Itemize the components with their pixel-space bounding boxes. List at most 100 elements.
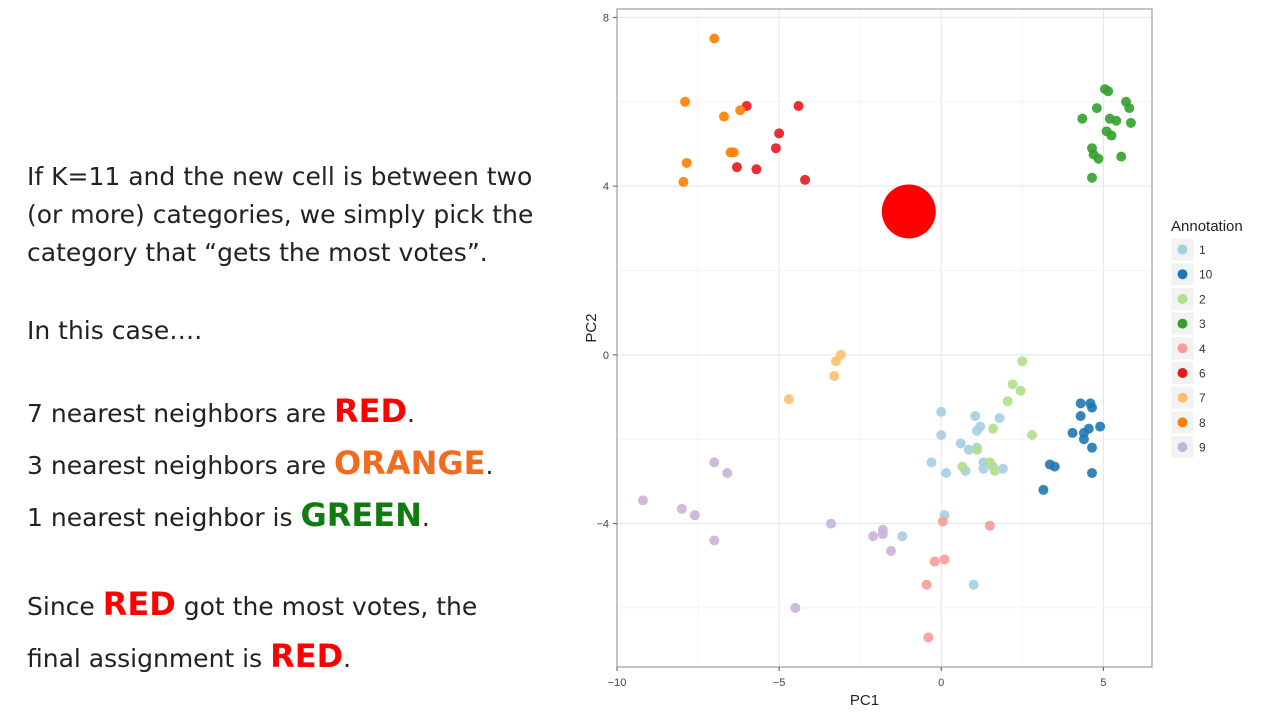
legend-label-10: 10: [1199, 268, 1213, 282]
data-point-9: [637, 495, 648, 506]
data-point-7: [783, 394, 794, 405]
data-point-1: [971, 425, 982, 436]
data-point-2: [989, 465, 1000, 476]
data-point-6: [800, 174, 811, 185]
data-point-8: [728, 147, 739, 158]
pca-scatter-chart: −10 −5 0 5 −4 0 4 8 PC1 PC2 Annotation 1 10 2 3 4 6 7 8 9: [583, 8, 1243, 709]
orange-votes-prefix: 3 nearest neighbors are: [27, 451, 334, 480]
data-point-6: [751, 164, 762, 175]
data-point-6: [770, 143, 781, 154]
data-point-8: [719, 111, 729, 122]
legend-swatch-8: [1177, 417, 1188, 428]
plot-panel: [617, 9, 1152, 667]
orange-word: ORANGE: [333, 444, 486, 482]
data-point-1: [963, 444, 974, 455]
legend-label-1: 1: [1199, 243, 1206, 257]
data-point-9: [877, 529, 888, 540]
data-point-10: [1087, 467, 1098, 478]
new-cell-marker: [881, 184, 936, 239]
data-point-1: [994, 413, 1005, 424]
legend-swatch-10: [1177, 269, 1188, 280]
data-point-1: [936, 406, 947, 417]
conclusion-red-word: RED: [102, 585, 176, 623]
data-point-8: [709, 33, 720, 44]
data-point-2: [971, 444, 982, 455]
data-point-10: [1087, 442, 1098, 453]
data-point-1: [941, 467, 952, 478]
green-word: GREEN: [300, 496, 422, 534]
data-point-9: [722, 467, 733, 478]
legend-label-8: 8: [1199, 416, 1206, 430]
data-point-4: [937, 516, 948, 527]
red-votes-suffix: .: [407, 399, 415, 428]
x-tick-label: 5: [1100, 677, 1106, 689]
legend-label-7: 7: [1199, 391, 1206, 405]
red-votes-line: 7 nearest neighbors are RED.: [27, 392, 415, 430]
legend-label-9: 9: [1199, 441, 1206, 455]
data-point-3: [1103, 86, 1114, 97]
data-point-1: [997, 463, 1008, 474]
data-point-9: [885, 546, 896, 557]
data-point-6: [731, 162, 742, 173]
x-tick-label: −10: [608, 677, 627, 689]
explanation-panel: If K=11 and the new cell is between two …: [0, 0, 580, 720]
data-point-2: [1027, 430, 1038, 441]
data-point-1: [970, 411, 981, 422]
y-tick-label: 0: [603, 350, 609, 362]
data-point-6: [774, 128, 785, 139]
red-word: RED: [333, 392, 408, 430]
data-point-9: [826, 518, 836, 529]
data-point-10: [1083, 423, 1094, 434]
data-point-7: [830, 356, 841, 367]
data-point-4: [923, 632, 934, 643]
green-votes-suffix: .: [421, 503, 430, 532]
y-axis-title: PC2: [583, 313, 600, 342]
data-point-10: [1075, 398, 1086, 409]
plot-border: [616, 8, 1153, 668]
data-point-9: [709, 457, 720, 468]
legend-swatch-3: [1177, 318, 1188, 329]
x-tick-label: −5: [773, 677, 786, 689]
conclusion-line-1: Since RED got the most votes, the: [27, 585, 477, 623]
conclusion-suffix: got the most votes, the: [175, 592, 478, 621]
legend-label-4: 4: [1199, 342, 1206, 356]
data-point-2: [1015, 385, 1026, 396]
conclusion-line-2: final assignment is RED.: [27, 637, 351, 675]
data-point-3: [1111, 115, 1122, 126]
x-tick-label: 0: [938, 677, 944, 689]
data-point-9: [689, 510, 700, 521]
data-point-3: [1116, 151, 1127, 162]
x-axis-title: PC1: [850, 692, 879, 709]
final-suffix: .: [343, 644, 352, 673]
orange-votes-line: 3 nearest neighbors are ORANGE.: [27, 444, 493, 482]
data-point-1: [936, 430, 947, 441]
data-point-4: [921, 579, 932, 590]
final-prefix: final assignment is: [27, 644, 271, 673]
data-point-9: [676, 503, 687, 514]
data-point-8: [681, 157, 692, 168]
data-point-3: [1125, 117, 1136, 128]
green-votes-prefix: 1 nearest neighbor is: [27, 503, 301, 532]
data-point-8: [735, 105, 746, 116]
data-point-1: [968, 579, 979, 590]
legend-swatch-1: [1177, 244, 1188, 255]
y-tick-label: −4: [596, 519, 609, 531]
data-point-2: [988, 423, 999, 434]
data-point-2: [1002, 396, 1013, 407]
y-tick-label: 8: [603, 12, 609, 24]
data-point-10: [1087, 402, 1098, 413]
data-point-10: [1038, 484, 1049, 495]
legend-swatch-9: [1177, 442, 1188, 453]
data-point-9: [790, 602, 801, 613]
data-point-2: [1007, 379, 1018, 390]
data-point-4: [939, 554, 950, 565]
data-point-9: [709, 535, 720, 546]
data-point-3: [1091, 103, 1102, 114]
orange-votes-suffix: .: [485, 451, 494, 480]
legend-swatch-2: [1177, 293, 1188, 304]
conclusion-prefix: Since: [27, 592, 103, 621]
data-point-3: [1106, 130, 1117, 141]
data-point-1: [926, 457, 937, 468]
final-red-word: RED: [270, 637, 344, 675]
red-votes-prefix: 7 nearest neighbors are: [27, 399, 334, 428]
